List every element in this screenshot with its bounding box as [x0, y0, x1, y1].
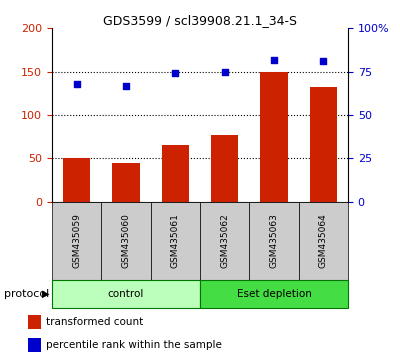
Bar — [211, 135, 238, 202]
Point — [172, 70, 178, 76]
Bar — [101, 202, 151, 280]
Bar — [249, 202, 299, 280]
Bar — [151, 202, 200, 280]
Text: protocol: protocol — [4, 289, 49, 299]
Bar — [200, 280, 348, 308]
Text: GSM435064: GSM435064 — [319, 213, 328, 268]
Bar — [52, 202, 101, 280]
Text: transformed count: transformed count — [46, 317, 143, 327]
Title: GDS3599 / scl39908.21.1_34-S: GDS3599 / scl39908.21.1_34-S — [103, 14, 297, 27]
Point — [123, 83, 129, 88]
Bar — [28, 338, 41, 352]
Bar — [260, 72, 288, 202]
Text: GSM435063: GSM435063 — [270, 213, 278, 268]
Text: GSM435060: GSM435060 — [122, 213, 130, 268]
Point — [320, 58, 326, 64]
Bar — [310, 87, 337, 202]
Text: GSM435059: GSM435059 — [72, 213, 81, 268]
Text: GSM435062: GSM435062 — [220, 213, 229, 268]
Text: percentile rank within the sample: percentile rank within the sample — [46, 340, 222, 350]
Bar — [299, 202, 348, 280]
Bar — [52, 280, 200, 308]
Text: Eset depletion: Eset depletion — [236, 289, 312, 299]
Bar — [28, 315, 41, 329]
Text: control: control — [108, 289, 144, 299]
Point — [222, 69, 228, 75]
Text: GSM435061: GSM435061 — [171, 213, 180, 268]
Point — [74, 81, 80, 87]
Bar — [112, 163, 140, 202]
Point — [271, 57, 277, 62]
Bar — [162, 145, 189, 202]
Text: ▶: ▶ — [42, 289, 50, 299]
Bar — [63, 159, 90, 202]
Bar — [200, 202, 249, 280]
